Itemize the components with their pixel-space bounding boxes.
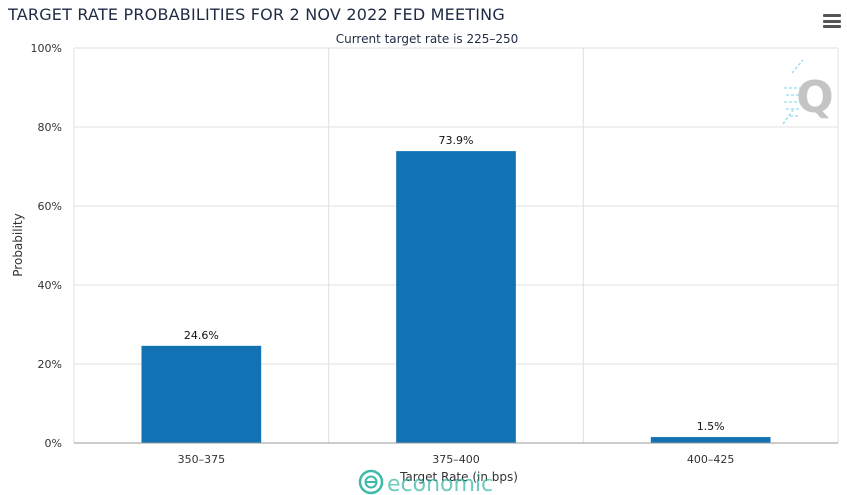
data-label: 24.6%	[184, 329, 219, 342]
x-tick-label: 375–400	[432, 453, 480, 466]
q-logo-icon: Q	[782, 59, 834, 125]
y-tick-label: 20%	[38, 358, 62, 371]
chart-subtitle: Current target rate is 225–250	[336, 32, 519, 46]
y-tick-label: 60%	[38, 200, 62, 213]
svg-text:Q: Q	[796, 72, 833, 123]
x-axis-title: Target Rate (in bps)	[399, 470, 518, 484]
bar[interactable]	[396, 151, 516, 443]
y-axis-title: Probability	[11, 213, 25, 276]
bar[interactable]	[141, 345, 262, 443]
hamburger-menu-icon[interactable]	[823, 14, 841, 28]
x-tick-label: 350–375	[178, 453, 226, 466]
y-tick-label: 80%	[38, 121, 62, 134]
bars	[141, 151, 771, 443]
y-axis-tick-labels: 0% 20% 40% 60% 80% 100%	[31, 42, 62, 450]
economic-logo-icon: economic	[358, 469, 493, 495]
x-axis-tick-labels: 350–375 375–400 400–425	[178, 453, 735, 466]
y-tick-label: 100%	[31, 42, 62, 55]
data-label: 73.9%	[439, 134, 474, 147]
chart-title: TARGET RATE PROBABILITIES FOR 2 NOV 2022…	[8, 5, 505, 24]
y-tick-label: 0%	[45, 437, 62, 450]
y-tick-label: 40%	[38, 279, 62, 292]
data-labels: 24.6% 73.9% 1.5%	[184, 134, 725, 433]
data-label: 1.5%	[697, 420, 725, 433]
bar[interactable]	[650, 437, 771, 443]
economic-watermark-text: economic	[387, 472, 493, 495]
x-tick-label: 400–425	[687, 453, 735, 466]
